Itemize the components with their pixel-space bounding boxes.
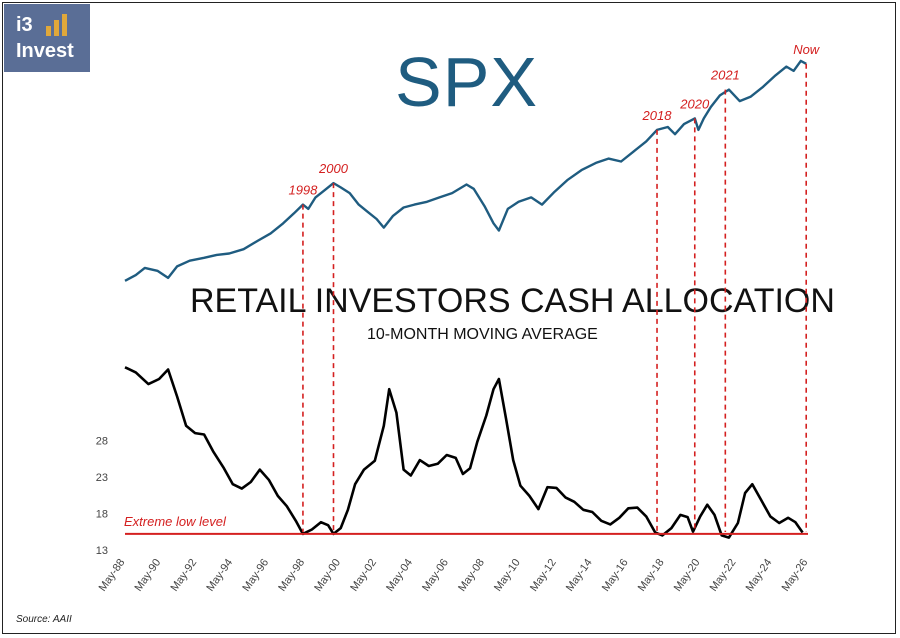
x-tick-label: May-04 <box>384 557 415 594</box>
marker-label-2018: 2018 <box>642 108 673 123</box>
spx-title: SPX <box>395 43 539 121</box>
y-tick-label: 13 <box>96 545 108 557</box>
y-tick-label: 18 <box>96 508 108 520</box>
marker-label-now: Now <box>793 42 821 57</box>
marker-label-2020: 2020 <box>679 96 710 111</box>
cash-allocation-subtitle: 10-MONTH MOVING AVERAGE <box>367 326 598 343</box>
x-tick-label: May-00 <box>312 557 343 594</box>
x-tick-label: May-98 <box>276 557 307 594</box>
logo-text-i3: i3 <box>16 14 33 36</box>
x-tick-label: May-06 <box>420 557 451 594</box>
logo: i3 Invest <box>4 4 90 72</box>
x-tick-label: May-26 <box>780 557 811 594</box>
x-tick-label: May-90 <box>133 557 164 594</box>
marker-label-1998: 1998 <box>288 183 318 198</box>
logo-bar <box>62 14 67 36</box>
spx-series-line <box>124 59 807 282</box>
marker-label-2000: 2000 <box>318 161 349 176</box>
y-tick-label: 23 <box>96 472 108 484</box>
x-tick-label: May-94 <box>204 557 235 594</box>
x-tick-label: May-88 <box>97 557 128 594</box>
x-tick-label: May-14 <box>564 557 595 594</box>
x-tick-label: May-92 <box>168 557 199 594</box>
logo-bars-icon <box>46 14 76 36</box>
cash-allocation-title: RETAIL INVESTORS CASH ALLOCATION <box>190 282 835 320</box>
x-tick-label: May-12 <box>528 557 559 594</box>
x-tick-label: May-08 <box>456 557 487 594</box>
marker-label-2021: 2021 <box>710 68 740 83</box>
x-tick-label: May-22 <box>708 557 739 594</box>
x-tick-label: May-02 <box>348 557 379 594</box>
cash-allocation-series-line <box>124 366 804 539</box>
extreme-low-level-label: Extreme low level <box>124 514 227 529</box>
logo-bar <box>46 26 51 36</box>
x-tick-label: May-96 <box>240 557 271 594</box>
x-tick-label: May-20 <box>672 557 703 594</box>
x-tick-label: May-24 <box>744 557 775 594</box>
y-tick-label: 28 <box>96 435 108 447</box>
x-tick-label: May-16 <box>600 557 631 594</box>
x-tick-label: May-18 <box>636 557 667 594</box>
source-note: Source: AAII <box>16 614 72 625</box>
x-tick-label: May-10 <box>492 557 523 594</box>
logo-text-invest: Invest <box>16 40 74 62</box>
logo-bar <box>54 19 59 36</box>
